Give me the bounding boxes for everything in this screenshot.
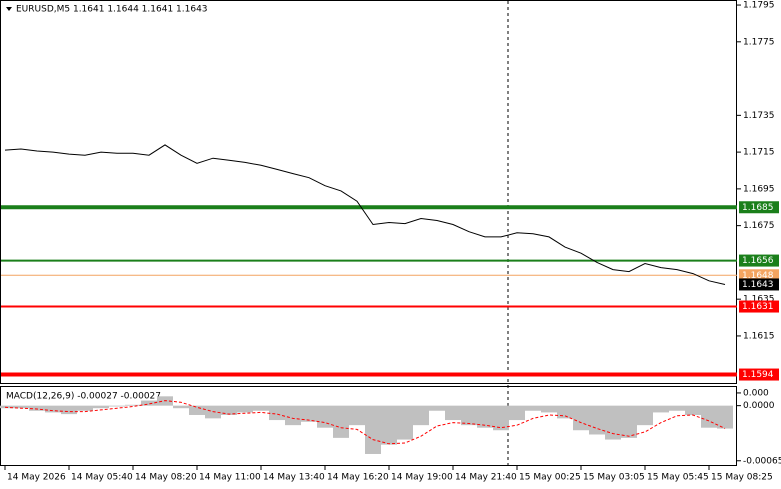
x-tick-label: 14 May 16:20 — [327, 473, 389, 483]
y-tick-label: -0.00065 — [743, 456, 781, 466]
histogram-bar — [301, 405, 317, 422]
histogram-bar — [253, 405, 269, 411]
y-tick-label: 0.000 — [743, 388, 769, 398]
level-label: 1.1631 — [742, 302, 774, 312]
histogram-bar — [669, 405, 685, 411]
y-tick-label: 1.1735 — [743, 111, 775, 121]
y-tick-label: 1.1615 — [743, 331, 775, 341]
histogram-bar — [269, 405, 285, 421]
macd-title: MACD(12,26,9) -0.00027 -0.00027 — [6, 392, 161, 402]
histogram-bar — [621, 405, 637, 438]
histogram-bar — [125, 404, 141, 406]
y-tick-label: 1.1795 — [743, 1, 775, 11]
price-panel — [0, 0, 737, 384]
level-label: 1.1656 — [742, 256, 774, 266]
histogram-bar — [317, 405, 333, 428]
histogram-bar — [237, 405, 253, 413]
histogram-bar — [429, 405, 445, 411]
histogram-bar — [413, 405, 429, 426]
x-tick-label: 14 May 2026 — [7, 473, 66, 483]
level-label-box — [739, 278, 779, 291]
level-label-box — [739, 254, 779, 267]
y-tick-label: 1.1675 — [743, 221, 775, 231]
signal-line — [4, 400, 726, 445]
histogram-bar — [541, 405, 557, 413]
x-tick-label: 14 May 19:00 — [391, 473, 453, 483]
histogram-bar — [477, 405, 493, 428]
x-tick-label: 15 May 00:25 — [519, 473, 581, 483]
histogram-bar — [637, 405, 653, 426]
menu-triangle — [6, 7, 12, 11]
histogram-bar — [573, 405, 589, 431]
histogram-bar — [285, 405, 301, 426]
y-tick-label: 1.1775 — [743, 37, 775, 47]
histogram-bar — [381, 405, 397, 445]
price-line — [4, 144, 726, 285]
histogram-bar — [77, 405, 93, 411]
histogram-bar — [189, 405, 205, 415]
histogram-bar — [221, 405, 237, 415]
x-tick-label: 14 May 13:40 — [263, 473, 325, 483]
histogram-bar — [109, 405, 125, 407]
histogram-bar — [653, 405, 669, 413]
level-label-box — [739, 269, 779, 282]
histogram-bar — [493, 405, 509, 431]
histogram-bar — [717, 405, 733, 429]
x-tick-label: 14 May 21:40 — [455, 473, 517, 483]
y-tick-label: 1.1635 — [743, 295, 775, 305]
y-tick-label: 1.1695 — [743, 184, 775, 194]
histogram-bar — [13, 405, 29, 409]
macd-panel — [0, 386, 737, 466]
histogram-bar — [93, 405, 109, 409]
histogram-bar — [557, 405, 573, 419]
histogram-bar — [141, 400, 157, 406]
histogram-bar — [509, 405, 525, 421]
histogram-bar — [525, 405, 541, 411]
histogram-bar — [29, 405, 45, 411]
x-tick-label: 15 May 03:05 — [583, 473, 645, 483]
histogram-bar — [605, 405, 621, 440]
histogram-bar — [349, 405, 365, 426]
level-label: 1.1685 — [742, 203, 774, 213]
histogram-bar — [333, 405, 349, 438]
histogram-bar — [61, 405, 77, 415]
histogram-bar — [685, 405, 701, 415]
histogram-bar — [45, 405, 61, 413]
y-tick-label: 0.0000 — [743, 401, 775, 411]
histogram-bar — [173, 405, 189, 409]
level-label-box — [739, 368, 779, 381]
level-label-box — [739, 201, 779, 214]
histogram-bar — [365, 405, 381, 454]
level-label-box — [739, 300, 779, 313]
level-label: 1.1648 — [742, 271, 774, 281]
histogram-bar — [397, 405, 413, 440]
x-tick-label: 14 May 05:40 — [71, 473, 133, 483]
x-tick-label: 14 May 11:00 — [199, 473, 261, 483]
histogram-bar — [701, 405, 717, 428]
level-label: 1.1643 — [742, 280, 774, 290]
histogram-bar — [461, 405, 477, 426]
histogram-bar — [445, 405, 461, 421]
chart-title: EURUSD,M5 1.1641 1.1644 1.1641 1.1643 — [16, 5, 208, 15]
x-tick-label: 15 May 05:45 — [647, 473, 709, 483]
x-tick-label: 14 May 08:20 — [135, 473, 197, 483]
level-label: 1.1594 — [742, 370, 774, 380]
x-tick-label: 15 May 08:25 — [711, 473, 773, 483]
y-tick-label: 1.1715 — [743, 148, 775, 158]
